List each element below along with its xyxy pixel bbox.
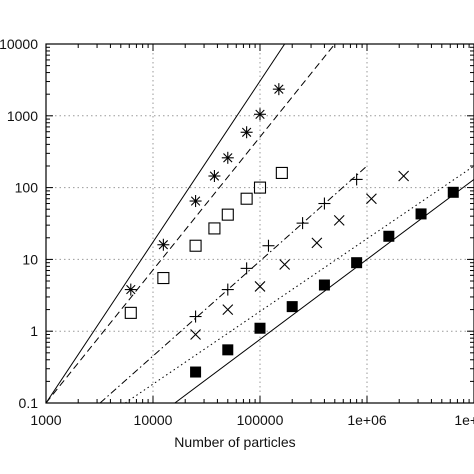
x-tick-label: 1e+07 bbox=[454, 412, 474, 428]
point-cross bbox=[190, 329, 201, 340]
x-tick-label: 1e+06 bbox=[347, 412, 387, 428]
x-tick-label: 1000 bbox=[30, 412, 61, 428]
point-open-square bbox=[124, 306, 137, 319]
point-cross bbox=[398, 170, 410, 182]
grid-lines bbox=[46, 44, 474, 403]
x-tick-labels: 1000 10000 100000 1e+06 1e+07 bbox=[30, 412, 474, 428]
fit-line-plus bbox=[99, 165, 368, 403]
y-tick-label: 10000 bbox=[0, 36, 38, 52]
point-open-square bbox=[221, 208, 234, 221]
point-open-square bbox=[208, 222, 221, 235]
y-tick-label: 10 bbox=[22, 251, 38, 267]
point-asterisk bbox=[221, 151, 234, 164]
point-filled-square bbox=[254, 322, 266, 334]
plot-background bbox=[46, 44, 474, 403]
point-filled-square bbox=[351, 257, 363, 269]
point-plus bbox=[221, 283, 234, 296]
y-tick-label: 1000 bbox=[7, 108, 38, 124]
point-plus bbox=[262, 239, 275, 252]
point-asterisk bbox=[189, 195, 202, 208]
point-cross bbox=[254, 281, 266, 292]
point-cross bbox=[311, 237, 323, 249]
point-filled-square bbox=[383, 230, 395, 242]
point-cross bbox=[222, 304, 234, 315]
point-open-square bbox=[157, 271, 170, 285]
data-markers bbox=[124, 83, 459, 378]
x-tick-label: 10000 bbox=[134, 412, 173, 428]
point-plus bbox=[240, 262, 253, 275]
point-filled-square bbox=[318, 279, 330, 291]
y-tick-labels: 0.1 1 10 100 1000 10000 bbox=[0, 36, 38, 411]
y-tick-label: 0.1 bbox=[19, 395, 39, 411]
point-cross bbox=[279, 259, 291, 270]
point-filled-square bbox=[286, 301, 298, 313]
point-asterisk bbox=[124, 283, 137, 296]
point-filled-square bbox=[415, 208, 427, 220]
y-tick-label: 1 bbox=[30, 323, 38, 339]
point-plus bbox=[296, 217, 309, 230]
point-open-square bbox=[275, 166, 288, 179]
x-tick-label: 100000 bbox=[237, 412, 284, 428]
x-axis-title: Number of particles bbox=[174, 434, 295, 450]
point-filled-square bbox=[190, 366, 202, 378]
point-plus bbox=[189, 310, 202, 323]
point-cross bbox=[366, 193, 377, 205]
axis-ticks bbox=[45, 43, 474, 404]
point-asterisk bbox=[208, 170, 221, 183]
point-open-square bbox=[189, 239, 202, 252]
point-filled-square bbox=[447, 186, 459, 198]
point-open-square bbox=[240, 192, 253, 205]
point-filled-square bbox=[222, 344, 234, 356]
point-asterisk bbox=[157, 238, 170, 251]
point-open-square bbox=[253, 181, 267, 194]
fit-line-cross bbox=[124, 165, 474, 403]
point-cross bbox=[333, 214, 345, 226]
point-asterisk bbox=[272, 83, 285, 96]
point-plus bbox=[350, 173, 363, 186]
point-asterisk bbox=[240, 126, 253, 139]
point-plus bbox=[318, 197, 331, 210]
point-asterisk bbox=[254, 108, 266, 121]
fit-line-asterisk bbox=[46, 44, 286, 403]
y-tick-label: 100 bbox=[15, 180, 39, 196]
